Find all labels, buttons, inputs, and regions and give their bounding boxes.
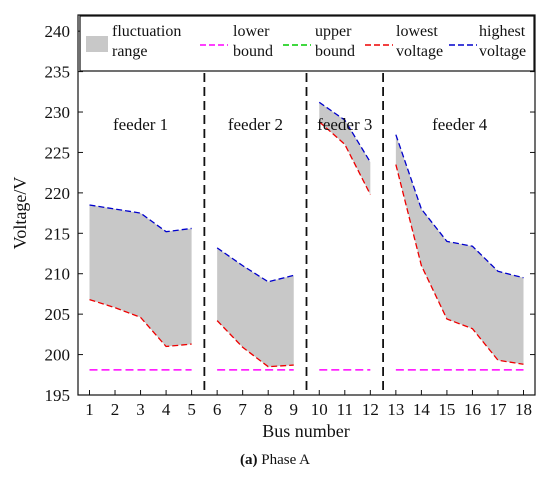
legend-label: highest bbox=[479, 23, 526, 40]
x-tick-label: 6 bbox=[213, 400, 222, 419]
x-tick-label: 2 bbox=[111, 400, 120, 419]
legend-label: bound bbox=[233, 43, 273, 60]
feeder-label-4: feeder 4 bbox=[432, 115, 488, 134]
caption-text: Phase A bbox=[257, 452, 310, 468]
legend-label: voltage bbox=[479, 43, 526, 60]
legend-label: range bbox=[112, 43, 148, 60]
x-tick-label: 16 bbox=[464, 400, 481, 419]
feeder-label-1: feeder 1 bbox=[113, 115, 168, 134]
y-axis-title: Voltage/V bbox=[10, 177, 30, 250]
plot-frame bbox=[77, 14, 536, 396]
figure-caption: (a) Phase A bbox=[0, 452, 550, 469]
legend-entry: highest voltage bbox=[449, 23, 526, 60]
legend-label: voltage bbox=[396, 43, 443, 60]
legend-label: lowest bbox=[396, 23, 438, 40]
x-tick-label: 5 bbox=[187, 400, 196, 419]
x-tick-label: 3 bbox=[136, 400, 145, 419]
lowest-voltage-line-feeder-3 bbox=[318, 121, 371, 195]
legend-label: fluctuation bbox=[112, 23, 181, 40]
x-tick-label: 18 bbox=[515, 400, 532, 419]
highest-voltage-line-feeder-2 bbox=[216, 247, 294, 283]
y-tick-label: 220 bbox=[45, 184, 71, 203]
lowest-voltage-line-feeder-1 bbox=[89, 298, 192, 348]
legend-swatch bbox=[86, 36, 108, 52]
fluctuation-range-feeder-2 bbox=[217, 247, 294, 367]
fluctuation-range-feeder-3 bbox=[319, 102, 371, 195]
feeder-label-2: feeder 2 bbox=[228, 115, 283, 134]
feeder-label-3: feeder 3 bbox=[317, 115, 372, 134]
y-tick-label: 195 bbox=[45, 386, 71, 405]
y-tick-label: 225 bbox=[45, 143, 71, 162]
legend-label: upper bbox=[315, 23, 352, 40]
x-tick-label: 15 bbox=[438, 400, 455, 419]
y-tick-label: 230 bbox=[45, 103, 71, 122]
legend-entry: upper bound bbox=[283, 23, 355, 60]
legend-entry: fluctuation range bbox=[86, 23, 181, 60]
highest-voltage-line-feeder-1 bbox=[89, 204, 192, 233]
x-tick-label: 12 bbox=[362, 400, 379, 419]
x-tick-label: 17 bbox=[489, 400, 507, 419]
voltage-chart: feeder 1 feeder 2 feeder 3 feeder 4 1952002… bbox=[10, 14, 536, 441]
legend-label: lower bbox=[233, 23, 270, 40]
legend-label: bound bbox=[315, 43, 355, 60]
x-tick-label: 13 bbox=[387, 400, 404, 419]
x-tick-label: 10 bbox=[311, 400, 328, 419]
x-axis-title: Bus number bbox=[262, 421, 350, 441]
x-tick-label: 4 bbox=[162, 400, 171, 419]
legend: fluctuationrangelowerboundupperboundlowe… bbox=[79, 15, 535, 72]
fluctuation-range-feeder-4 bbox=[395, 134, 524, 365]
legend-box bbox=[79, 15, 535, 72]
legend-entry: lower bound bbox=[200, 23, 273, 60]
lowest-voltage-line-feeder-4 bbox=[395, 164, 524, 365]
y-tick-label: 205 bbox=[45, 305, 71, 324]
y-tick-label: 215 bbox=[45, 224, 71, 243]
x-tick-label: 7 bbox=[238, 400, 247, 419]
y-tick-label: 240 bbox=[45, 22, 71, 41]
highest-voltage-line-feeder-3 bbox=[318, 101, 371, 163]
y-tick-label: 235 bbox=[45, 63, 71, 82]
lowest-voltage-line-feeder-2 bbox=[216, 320, 294, 368]
fluctuation-range-feeder-1 bbox=[89, 205, 192, 347]
caption-tag: (a) bbox=[240, 452, 258, 468]
y-tick-label: 210 bbox=[45, 265, 71, 284]
y-tick-label: 200 bbox=[45, 346, 71, 365]
x-tick-label: 1 bbox=[85, 400, 94, 419]
x-tick-label: 8 bbox=[264, 400, 273, 419]
legend-entry: lowest voltage bbox=[365, 23, 443, 60]
x-tick-label: 11 bbox=[337, 400, 353, 419]
x-tick-label: 14 bbox=[413, 400, 431, 419]
x-tick-label: 9 bbox=[289, 400, 298, 419]
highest-voltage-line-feeder-4 bbox=[395, 134, 524, 279]
plot-area: feeder 1 feeder 2 feeder 3 feeder 4 bbox=[89, 67, 524, 395]
